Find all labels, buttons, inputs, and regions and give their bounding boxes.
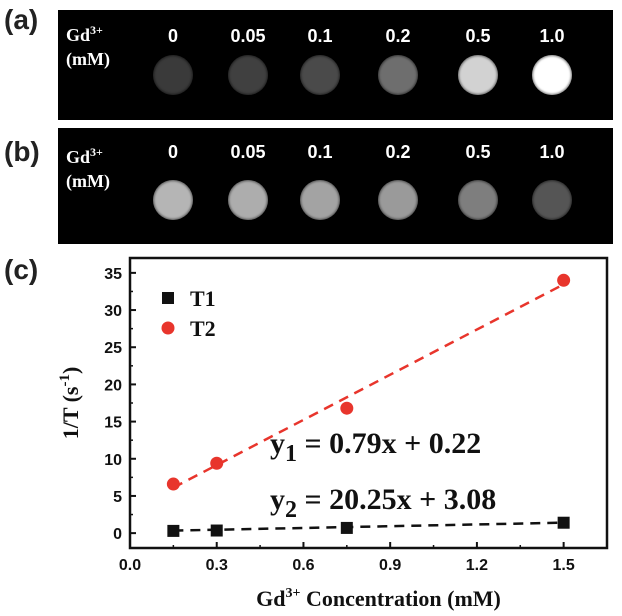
gd-charge: 3+ xyxy=(90,145,103,159)
panel-c-letter: (c) xyxy=(4,254,39,285)
sample-well xyxy=(378,55,418,95)
sample-well xyxy=(378,180,418,220)
unit-text: (mM) xyxy=(66,171,110,191)
y-label-main: 1/T (s xyxy=(58,386,83,439)
relaxation-rate-chart: 0.0 0.3 0.6 0.9 1.2 1.5 0 5 10 15 20 25 30 35 Gd3+ Con… xyxy=(57,256,609,611)
sample-well xyxy=(300,55,340,95)
gd-text: Gd xyxy=(66,25,91,45)
unit-text: (mM) xyxy=(66,49,110,69)
sample-well xyxy=(228,180,268,220)
data-point-t2 xyxy=(557,273,571,287)
concentration-label: 0.5 xyxy=(465,142,491,162)
equation-subscript: 1 xyxy=(285,441,297,467)
legend-marker-t2 xyxy=(161,321,175,335)
concentration-label: 0.2 xyxy=(385,142,411,162)
x-tick-label: 0.0 xyxy=(119,557,141,574)
x-label-gd: Gd xyxy=(256,586,285,611)
x-label-charge: 3+ xyxy=(285,586,300,601)
legend-label-t2: T2 xyxy=(190,316,216,341)
concentration-label: 0.1 xyxy=(307,142,333,162)
legend-marker-t1 xyxy=(162,292,174,304)
panel-b-image-strip: Gd3+ (mM) 0 0.05 0.1 0.2 0.5 1.0 xyxy=(58,128,613,244)
x-tick-label: 0.3 xyxy=(206,557,228,574)
y-tick-label: 5 xyxy=(113,489,122,506)
sample-well xyxy=(153,55,193,95)
fit-equation-2: y2 = 20.25x + 3.08 xyxy=(270,483,496,523)
data-point-t2 xyxy=(340,401,354,415)
x-tick-label: 0.6 xyxy=(292,557,314,574)
data-point-t1 xyxy=(210,524,223,537)
equation-lhs: y xyxy=(270,427,285,460)
legend-label-t1: T1 xyxy=(190,286,216,311)
concentration-label: 0 xyxy=(167,142,179,162)
equation-rhs: = 20.25x + 3.08 xyxy=(297,483,496,516)
x-tick-label: 0.9 xyxy=(379,557,401,574)
concentration-label: 0.05 xyxy=(230,142,266,162)
concentration-label: 0.05 xyxy=(230,26,266,46)
panel-a-gd-label: Gd3+ (mM) xyxy=(66,18,110,71)
y-tick-label: 20 xyxy=(104,377,122,394)
panel-a-letter: (a) xyxy=(4,4,39,35)
panel-a-image-strip: Gd3+ (mM) 0 0.05 0.1 0.2 0.5 1.0 xyxy=(58,10,613,120)
equation-subscript: 2 xyxy=(285,497,297,523)
concentration-label: 1.0 xyxy=(539,26,565,46)
data-point-t1 xyxy=(340,521,353,534)
sample-well xyxy=(458,55,498,95)
y-axis-label: 1/T (s-1) xyxy=(57,367,83,440)
concentration-label: 0.1 xyxy=(307,26,333,46)
equation-lhs: y xyxy=(270,483,285,516)
x-axis-label: Gd3+ Concentration (mM) xyxy=(256,586,501,611)
sample-well xyxy=(300,180,340,220)
gd-charge: 3+ xyxy=(90,23,103,37)
sample-well xyxy=(153,180,193,220)
concentration-label: 1.0 xyxy=(539,142,565,162)
y-tick-label: 25 xyxy=(104,340,122,357)
x-tick-label: 1.2 xyxy=(466,557,488,574)
concentration-label: 0.2 xyxy=(385,26,411,46)
x-label-rest: Concentration (mM) xyxy=(300,586,500,611)
fit-equation-1: y1 = 0.79x + 0.22 xyxy=(270,427,481,467)
panel-b-gd-label: Gd3+ (mM) xyxy=(66,140,110,193)
sample-well xyxy=(458,180,498,220)
data-point-t2 xyxy=(210,456,224,470)
concentration-label: 0 xyxy=(167,26,179,46)
y-tick-label: 10 xyxy=(104,452,122,469)
x-tick-label: 1.5 xyxy=(553,557,575,574)
y-label-exponent: -1 xyxy=(57,374,73,387)
equation-rhs: = 0.79x + 0.22 xyxy=(297,427,481,460)
y-tick-label: 0 xyxy=(113,526,122,543)
data-point-t1 xyxy=(167,524,180,537)
y-label-end: ) xyxy=(58,367,83,374)
sample-well xyxy=(532,55,572,95)
fit-line-t1 xyxy=(173,521,564,532)
data-point-t2 xyxy=(166,477,180,491)
y-tick-label: 35 xyxy=(104,266,122,283)
data-point-t1 xyxy=(557,516,570,529)
y-tick-label: 15 xyxy=(104,415,122,432)
gd-text: Gd xyxy=(66,147,91,167)
sample-well xyxy=(532,180,572,220)
sample-well xyxy=(228,55,268,95)
fit-line-t2 xyxy=(172,283,565,489)
panel-b-letter: (b) xyxy=(4,136,40,167)
concentration-label: 0.5 xyxy=(465,26,491,46)
y-tick-label: 30 xyxy=(104,303,122,320)
